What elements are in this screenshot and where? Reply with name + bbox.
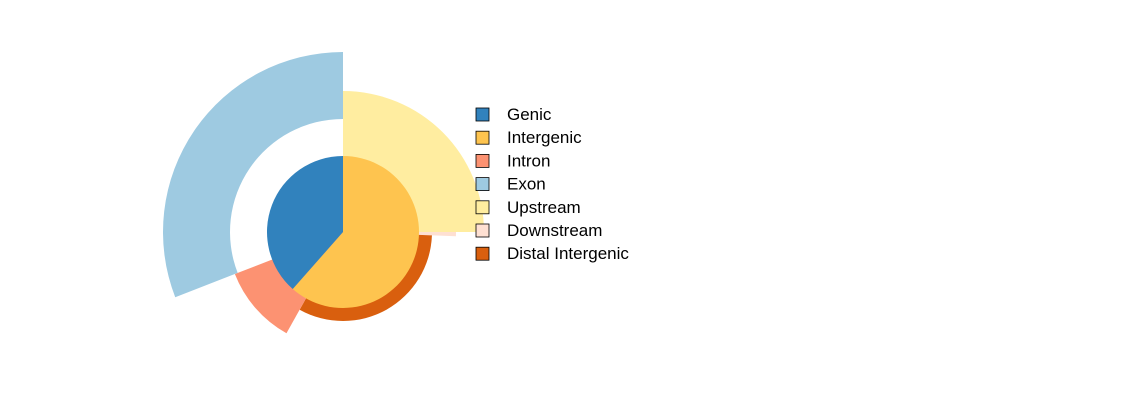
sector-genic xyxy=(267,156,343,290)
legend-label-exon: Exon xyxy=(507,175,546,194)
legend-key-intergenic xyxy=(475,130,490,145)
legend-label-intron: Intron xyxy=(507,151,550,170)
legend-key-distal-intergenic xyxy=(475,246,490,261)
legend-label-upstream: Upstream xyxy=(507,198,581,217)
sector-exon xyxy=(163,52,343,298)
legend-label-downstream: Downstream xyxy=(507,221,602,240)
sector-intergenic xyxy=(292,156,419,309)
legend-label-distal-intergenic: Distal Intergenic xyxy=(507,244,629,263)
legend-key-exon xyxy=(475,177,490,192)
legend-key-genic xyxy=(475,107,490,122)
legend-key-upstream xyxy=(475,200,490,215)
legend-key-downstream xyxy=(475,223,490,238)
legend-label-genic: Genic xyxy=(507,105,552,124)
legend-key-intron xyxy=(475,153,490,168)
pie-sectors xyxy=(163,52,484,334)
legend: Genic Intergenic Intron Exon Upstream Downstr… xyxy=(475,105,629,263)
legend-label-intergenic: Intergenic xyxy=(507,128,582,147)
